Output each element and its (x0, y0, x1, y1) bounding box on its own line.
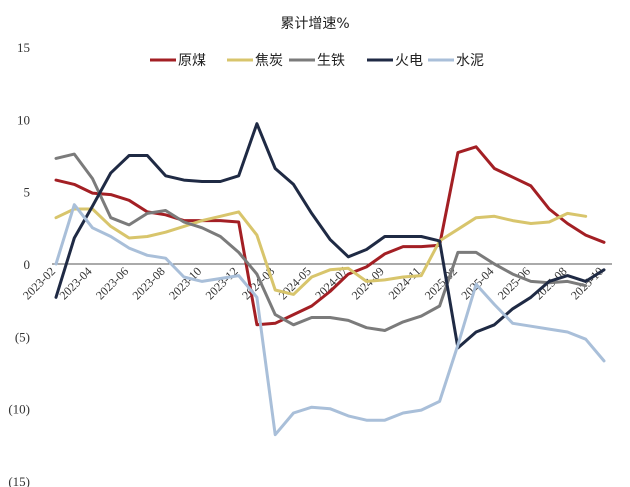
y-tick-label: 15 (17, 40, 30, 55)
chart-title: 累计增速% (280, 16, 349, 32)
series-line-焦炭 (54, 207, 588, 296)
y-tick-label: (10) (8, 402, 30, 417)
x-tick-label: 2023-12 (203, 264, 241, 302)
series-line-火电 (54, 122, 606, 350)
y-axis: 15 10 5 0 (5) (10) (15) (8, 40, 30, 487)
y-tick-label: 10 (17, 112, 30, 127)
y-tick-label: 5 (24, 185, 31, 200)
x-tick-label: 2024-11 (386, 264, 424, 302)
legend-label: 水泥 (456, 53, 484, 69)
legend-label: 原煤 (178, 53, 206, 69)
x-tick-label: 2024-05 (276, 264, 314, 302)
legend-label: 生铁 (317, 53, 345, 69)
x-tick-label: 2023-08 (130, 264, 168, 302)
y-tick-label: (15) (8, 474, 30, 487)
x-tick-label: 2023-06 (93, 264, 131, 302)
series-line-水泥 (54, 203, 606, 437)
series-line-生铁 (54, 152, 588, 332)
x-axis: 2023-022023-042023-062023-082023-102023-… (20, 263, 612, 302)
y-tick-label: (5) (15, 329, 30, 344)
x-tick-label: 2025-06 (495, 264, 533, 302)
x-tick-label: 2023-10 (166, 264, 204, 302)
legend-label: 焦炭 (255, 53, 283, 69)
series-lines (54, 122, 606, 437)
x-tick-label: 2025-04 (458, 264, 496, 302)
legend-label: 火电 (395, 53, 423, 69)
x-tick-label: 2023-04 (56, 264, 94, 302)
y-tick-label: 0 (24, 257, 31, 272)
x-tick-label: 2024-09 (349, 264, 387, 302)
x-tick-label: 2025-02 (422, 264, 460, 302)
legend: 原煤 焦炭 生铁 火电 水泥 (150, 53, 484, 69)
